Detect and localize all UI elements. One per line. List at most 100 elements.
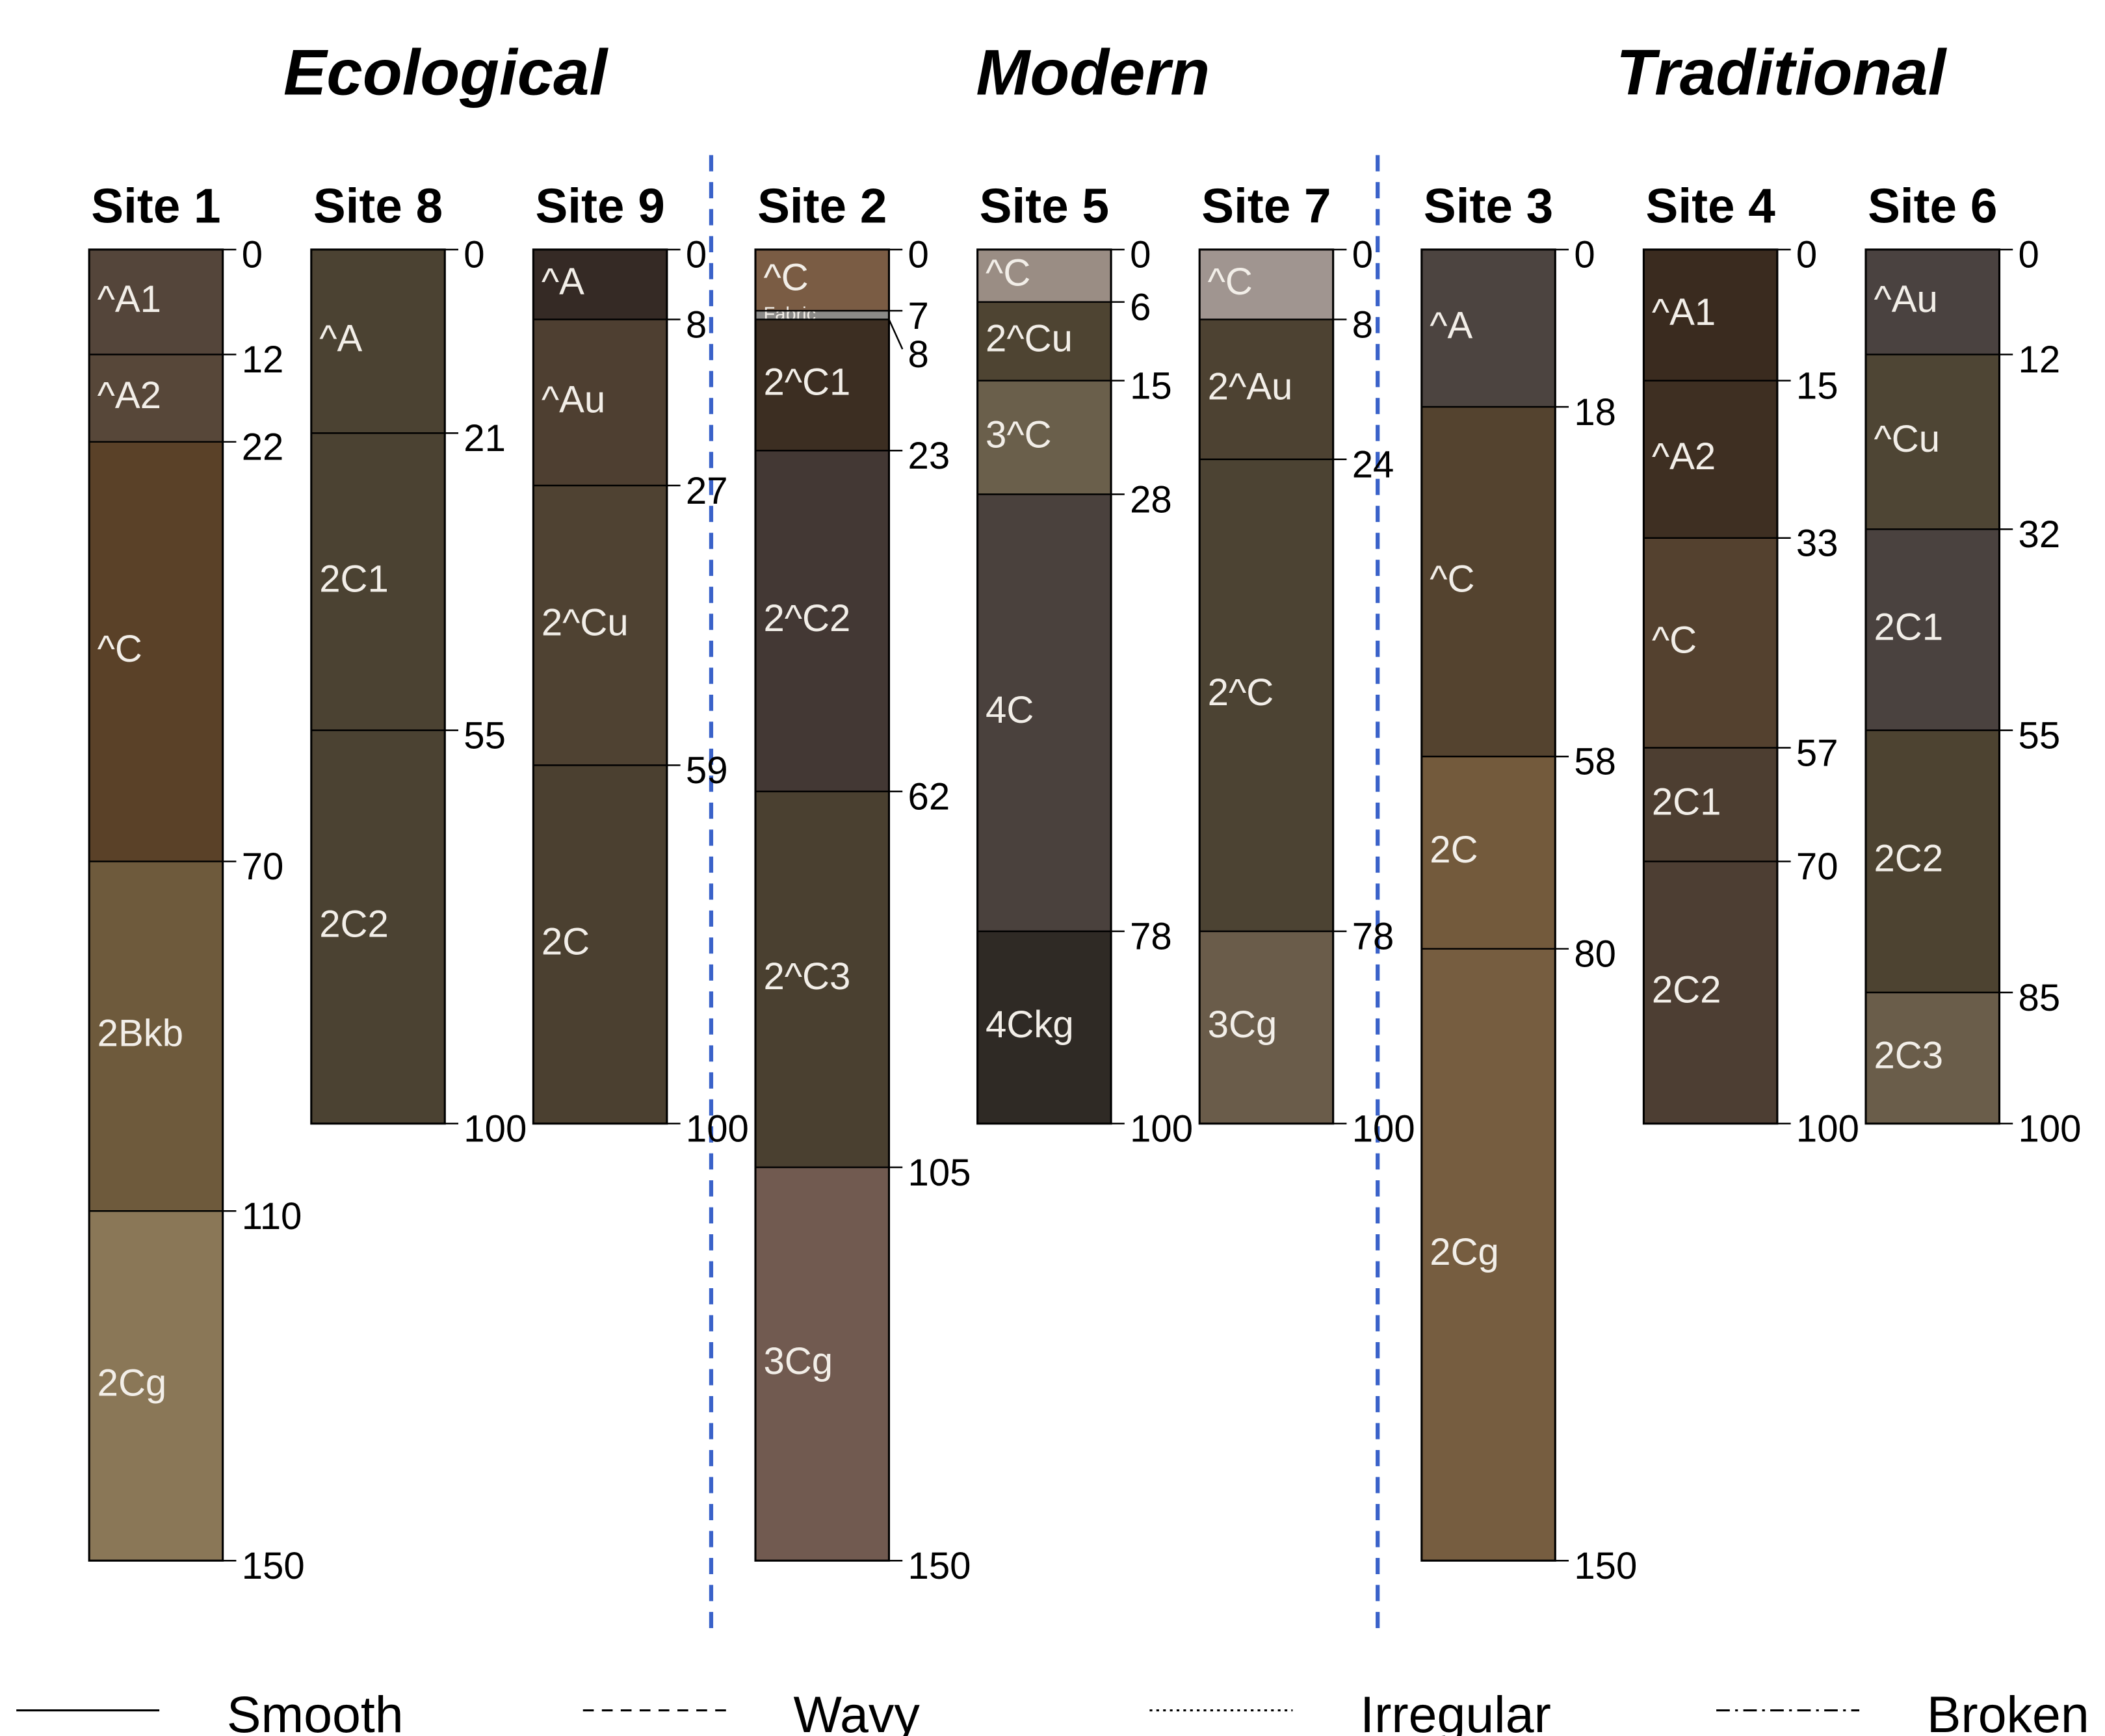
horizon-label: ^A2 <box>98 374 161 417</box>
page: {"groups": [ {"title": "Ecological", "si… <box>0 0 2105 1736</box>
depth-label: 28 <box>1130 478 1172 521</box>
depth-label: 32 <box>2019 513 2061 556</box>
depth-label: 8 <box>686 304 707 346</box>
site-name: Site 6 <box>1868 178 1997 233</box>
horizon-label: ^C <box>1652 619 1697 661</box>
depth-label: 100 <box>1130 1108 1193 1150</box>
site-name: Site 3 <box>1424 178 1553 233</box>
horizon-label: 2^Cu <box>986 317 1073 359</box>
horizon-label: ^C <box>763 256 808 298</box>
horizon-label: 2^C1 <box>763 361 850 404</box>
group-title: Ecological <box>283 36 609 109</box>
depth-label: 55 <box>2019 714 2061 757</box>
depth-label: 100 <box>1796 1108 1859 1150</box>
depth-label: 150 <box>242 1545 305 1587</box>
depth-label: 21 <box>464 417 506 460</box>
horizon-label: 2^Au <box>1208 365 1293 408</box>
horizon-label: 4Ckg <box>986 1004 1074 1046</box>
horizon-label: 2C1 <box>319 558 389 600</box>
depth-label: 27 <box>686 470 728 512</box>
depth-label: 70 <box>1796 846 1838 888</box>
depth-label: 100 <box>686 1108 749 1150</box>
depth-label: 62 <box>908 776 950 818</box>
legend-label: Wavy <box>794 1686 921 1736</box>
site-name: Site 2 <box>757 178 887 233</box>
depth-label: 0 <box>686 234 707 276</box>
site-name: Site 8 <box>313 178 443 233</box>
depth-label: 15 <box>1130 365 1172 407</box>
depth-label: 80 <box>1574 933 1616 976</box>
depth-tick <box>889 320 902 350</box>
depth-label: 15 <box>1796 365 1838 407</box>
horizon-label: ^Au <box>542 379 605 421</box>
group-title: Modern <box>976 36 1210 109</box>
diagram: EcologicalSite 1^A1^A2^C2Bkb2Cg012227011… <box>0 0 2105 1736</box>
site-name: Site 1 <box>91 178 220 233</box>
depth-label: 8 <box>1352 304 1373 346</box>
horizon-label: ^C <box>98 628 142 670</box>
horizon-label: ^A <box>1430 304 1472 346</box>
horizon-label: 3Cg <box>1208 1004 1277 1046</box>
horizon-label: 2C1 <box>1652 781 1721 823</box>
depth-label: 100 <box>2019 1108 2082 1150</box>
horizon-label: ^C <box>1430 558 1474 600</box>
depth-label: 7 <box>908 295 929 337</box>
legend-label: Broken <box>1927 1686 2089 1736</box>
horizon-label: 2C2 <box>1874 838 1943 880</box>
depth-label: 12 <box>242 339 284 381</box>
horizon-label: 3^C <box>986 413 1052 456</box>
depth-label: 100 <box>1352 1108 1415 1150</box>
legend-label: Smooth <box>227 1686 404 1736</box>
depth-label: 70 <box>242 846 284 888</box>
horizon-label: ^A1 <box>98 278 161 320</box>
horizon-label: ^A <box>542 261 584 303</box>
depth-label: 0 <box>908 234 929 276</box>
horizon-label: 2C1 <box>1874 606 1943 648</box>
horizon-label: ^C <box>1208 261 1253 303</box>
depth-label: 110 <box>242 1195 302 1237</box>
horizon-label: ^A1 <box>1652 291 1716 333</box>
depth-label: 58 <box>1574 741 1616 783</box>
depth-label: 78 <box>1130 916 1172 958</box>
depth-label: 8 <box>908 333 929 376</box>
horizon-label: ^C <box>986 252 1030 294</box>
depth-label: 22 <box>242 426 284 469</box>
horizon-label: 2C3 <box>1874 1034 1943 1076</box>
depth-label: 0 <box>1352 234 1373 276</box>
depth-label: 24 <box>1352 444 1394 486</box>
horizon-label: 4C <box>986 689 1034 731</box>
horizon-label: 3Cg <box>763 1340 833 1382</box>
horizon-label: ^Cu <box>1874 418 1940 460</box>
depth-label: 33 <box>1796 523 1838 565</box>
depth-label: 6 <box>1130 286 1151 328</box>
depth-label: 23 <box>908 435 950 477</box>
depth-label: 105 <box>908 1152 971 1194</box>
site-name: Site 5 <box>980 178 1109 233</box>
depth-label: 150 <box>908 1545 971 1587</box>
horizon-label: 2C2 <box>1652 968 1721 1011</box>
horizon-label: 2Cg <box>1430 1231 1499 1273</box>
depth-label: 59 <box>686 749 728 792</box>
horizon-label: 2C <box>542 920 590 963</box>
legend-label: Irregular <box>1360 1686 1551 1736</box>
site-name: Site 4 <box>1646 178 1776 233</box>
horizon-label: 2^C3 <box>763 955 850 998</box>
horizon-label: 2C <box>1430 829 1478 871</box>
horizon-label: ^A2 <box>1652 435 1716 478</box>
depth-label: 78 <box>1352 916 1394 958</box>
depth-label: 85 <box>2019 977 2061 1019</box>
depth-label: 150 <box>1574 1545 1637 1587</box>
depth-label: 0 <box>1796 234 1817 276</box>
depth-label: 0 <box>1130 234 1151 276</box>
depth-label: 18 <box>1574 391 1616 434</box>
horizon-label: 2C2 <box>319 903 389 946</box>
depth-label: 0 <box>464 234 484 276</box>
depth-label: 55 <box>464 714 506 757</box>
depth-label: 57 <box>1796 732 1838 774</box>
depth-label: 12 <box>2019 339 2061 381</box>
horizon-label: 2^C <box>1208 671 1274 714</box>
site-name: Site 9 <box>535 178 664 233</box>
horizon-label: 2^C2 <box>763 597 850 640</box>
horizon-label: ^A <box>319 317 362 359</box>
horizon-label: 2^Cu <box>542 602 629 644</box>
